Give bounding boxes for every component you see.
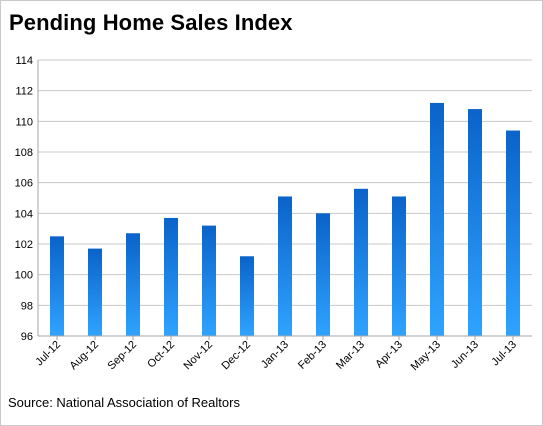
x-tick-label: Jun-13 — [449, 339, 481, 371]
x-tick-label: Feb-13 — [296, 339, 329, 372]
x-tick-label: Sep-12 — [106, 339, 140, 373]
bar-oct-12 — [164, 217, 178, 336]
bar-apr-13 — [392, 196, 406, 336]
y-tick-label: 96 — [21, 331, 33, 343]
source-note: Source: National Association of Realtors — [8, 395, 240, 410]
x-tick-label: Nov-12 — [182, 339, 216, 373]
y-tick-label: 108 — [15, 147, 33, 159]
y-tick-label: 106 — [15, 178, 33, 190]
y-tick-label: 112 — [15, 86, 33, 98]
y-tick-label: 100 — [15, 270, 33, 282]
bar-nov-12 — [202, 225, 216, 336]
bar-sep-12 — [126, 233, 140, 336]
y-tick-label: 98 — [21, 300, 33, 312]
y-tick-label: 102 — [15, 239, 33, 251]
bar-mar-13 — [354, 188, 368, 336]
bar-may-13 — [430, 102, 444, 336]
bar-jul-13 — [506, 130, 520, 336]
x-tick-label: May-13 — [409, 339, 443, 373]
chart-title: Pending Home Sales Index — [9, 10, 293, 35]
x-tick-label: Aug-12 — [68, 339, 102, 373]
x-tick-label: Jul-12 — [33, 339, 63, 369]
x-tick-label: Apr-13 — [373, 339, 405, 371]
x-tick-label: Dec-12 — [220, 339, 254, 373]
bar-dec-12 — [240, 256, 254, 336]
bar-jul-12 — [50, 236, 64, 336]
x-tick-label: Jan-13 — [259, 339, 291, 371]
x-tick-label: Jul-13 — [489, 339, 519, 369]
bar-aug-12 — [88, 248, 102, 336]
y-tick-label: 104 — [15, 208, 33, 220]
bar-feb-13 — [316, 213, 330, 336]
y-tick-label: 114 — [15, 55, 33, 67]
bar-jun-13 — [468, 109, 482, 336]
bar-jan-13 — [278, 196, 292, 336]
x-tick-label: Oct-12 — [145, 339, 177, 371]
x-tick-label: Mar-13 — [334, 339, 367, 372]
y-tick-label: 110 — [15, 116, 33, 128]
